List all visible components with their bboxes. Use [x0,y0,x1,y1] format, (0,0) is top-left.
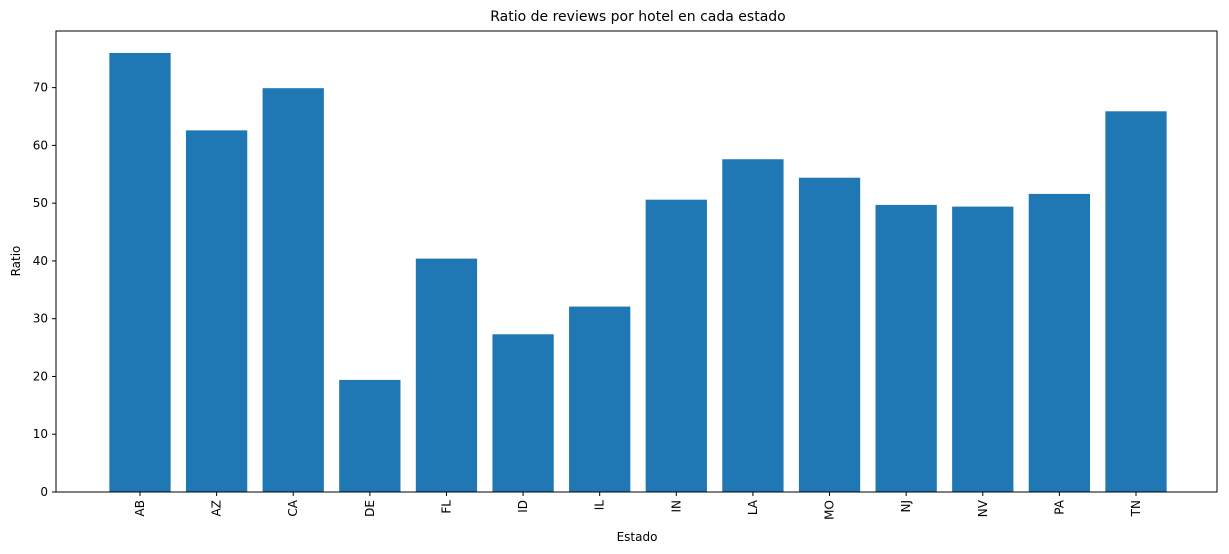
x-axis: AB AZ CA DE FL ID IL IN LA MO NJ NV PA TN [133,492,1143,520]
x-tick-label-nv: NV [976,499,990,517]
x-tick-label-nj: NJ [899,500,913,513]
bar-la [722,159,784,493]
x-axis-label: Estado [617,530,658,544]
bar-mo [798,177,861,493]
y-tick-label-20: 20 [33,369,48,383]
bar-il [569,306,631,492]
x-tick-label-in: IN [669,500,683,513]
x-tick-label-fl: FL [439,500,453,514]
x-tick-label-id: ID [516,500,530,513]
x-tick-label-ca: CA [286,499,300,516]
x-tick-label-la: LA [746,499,760,515]
bar-ab [109,52,171,492]
y-tick-label-10: 10 [33,427,48,441]
y-tick-label-30: 30 [33,312,48,326]
y-axis-label: Ratio [9,246,23,277]
bar-nj [875,204,937,492]
x-tick-label-az: AZ [210,500,224,516]
x-tick-label-il: IL [593,500,607,511]
x-tick-label-de: DE [363,500,377,517]
y-tick-label-40: 40 [33,254,48,268]
chart-title: Ratio de reviews por hotel en cada estad… [490,9,785,25]
bar-id [492,334,554,492]
bar-nv [952,206,1014,492]
bar-tn [1105,111,1167,492]
bar-de [339,379,401,492]
bar-pa [1028,193,1091,492]
bars-group [109,52,1167,493]
plot-frame [55,30,1218,493]
y-tick-label-60: 60 [33,138,48,152]
bar-in [645,199,707,493]
x-tick-label-ab: AB [133,500,147,516]
y-tick-label-0: 0 [40,485,48,499]
bar-ca [262,88,324,493]
y-axis: 0 10 20 30 40 50 60 70 [33,81,56,499]
x-tick-label-tn: TN [1129,500,1143,517]
y-tick-label-70: 70 [33,81,48,95]
x-tick-label-pa: PA [1052,499,1066,514]
x-tick-label-mo: MO [823,500,837,520]
y-tick-label-50: 50 [33,196,48,210]
bar-az [185,130,248,492]
bar-fl [415,258,478,492]
